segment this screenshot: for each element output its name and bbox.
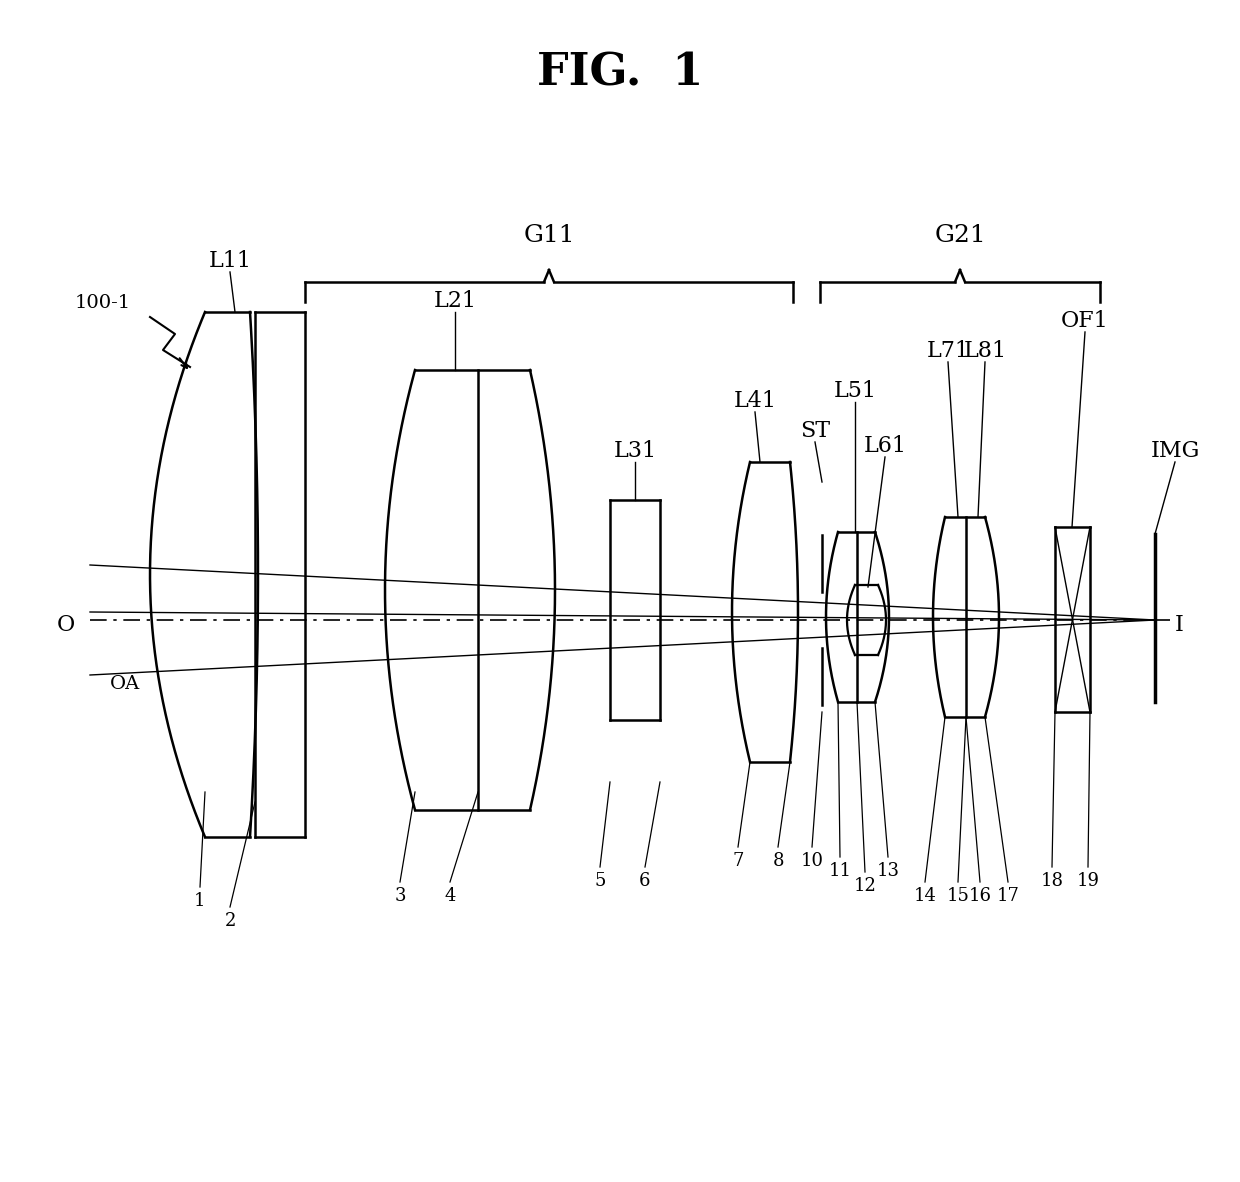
Text: G21: G21 <box>934 225 986 247</box>
Text: OA: OA <box>110 675 140 693</box>
Text: 7: 7 <box>733 852 744 870</box>
Text: L21: L21 <box>434 290 476 312</box>
Text: 11: 11 <box>828 862 852 881</box>
Text: 3: 3 <box>394 886 405 905</box>
Text: 17: 17 <box>997 886 1019 905</box>
Text: 5: 5 <box>594 872 605 890</box>
Text: 16: 16 <box>968 886 992 905</box>
Text: G11: G11 <box>523 225 575 247</box>
Text: 18: 18 <box>1040 872 1064 890</box>
Text: L61: L61 <box>863 435 906 457</box>
Text: 19: 19 <box>1076 872 1100 890</box>
Text: 2: 2 <box>224 913 236 930</box>
Text: 6: 6 <box>640 872 651 890</box>
Text: L71: L71 <box>926 340 970 362</box>
Text: L81: L81 <box>963 340 1007 362</box>
Text: IMG: IMG <box>1151 440 1199 462</box>
Text: L41: L41 <box>734 390 776 413</box>
Text: 4: 4 <box>444 886 455 905</box>
Text: FIG.  1: FIG. 1 <box>537 52 703 95</box>
Text: OF1: OF1 <box>1061 310 1109 332</box>
Text: O: O <box>57 613 74 636</box>
Text: 10: 10 <box>801 852 823 870</box>
Text: 15: 15 <box>946 886 970 905</box>
Text: 13: 13 <box>877 862 899 881</box>
Text: L31: L31 <box>614 440 656 462</box>
Text: 100-1: 100-1 <box>74 294 131 312</box>
Text: 1: 1 <box>195 892 206 910</box>
Text: L11: L11 <box>208 251 252 272</box>
Text: 14: 14 <box>914 886 936 905</box>
Text: ST: ST <box>800 420 830 442</box>
Text: L51: L51 <box>833 379 877 402</box>
Text: 8: 8 <box>773 852 784 870</box>
Text: I: I <box>1176 613 1184 636</box>
Text: 12: 12 <box>853 877 877 895</box>
